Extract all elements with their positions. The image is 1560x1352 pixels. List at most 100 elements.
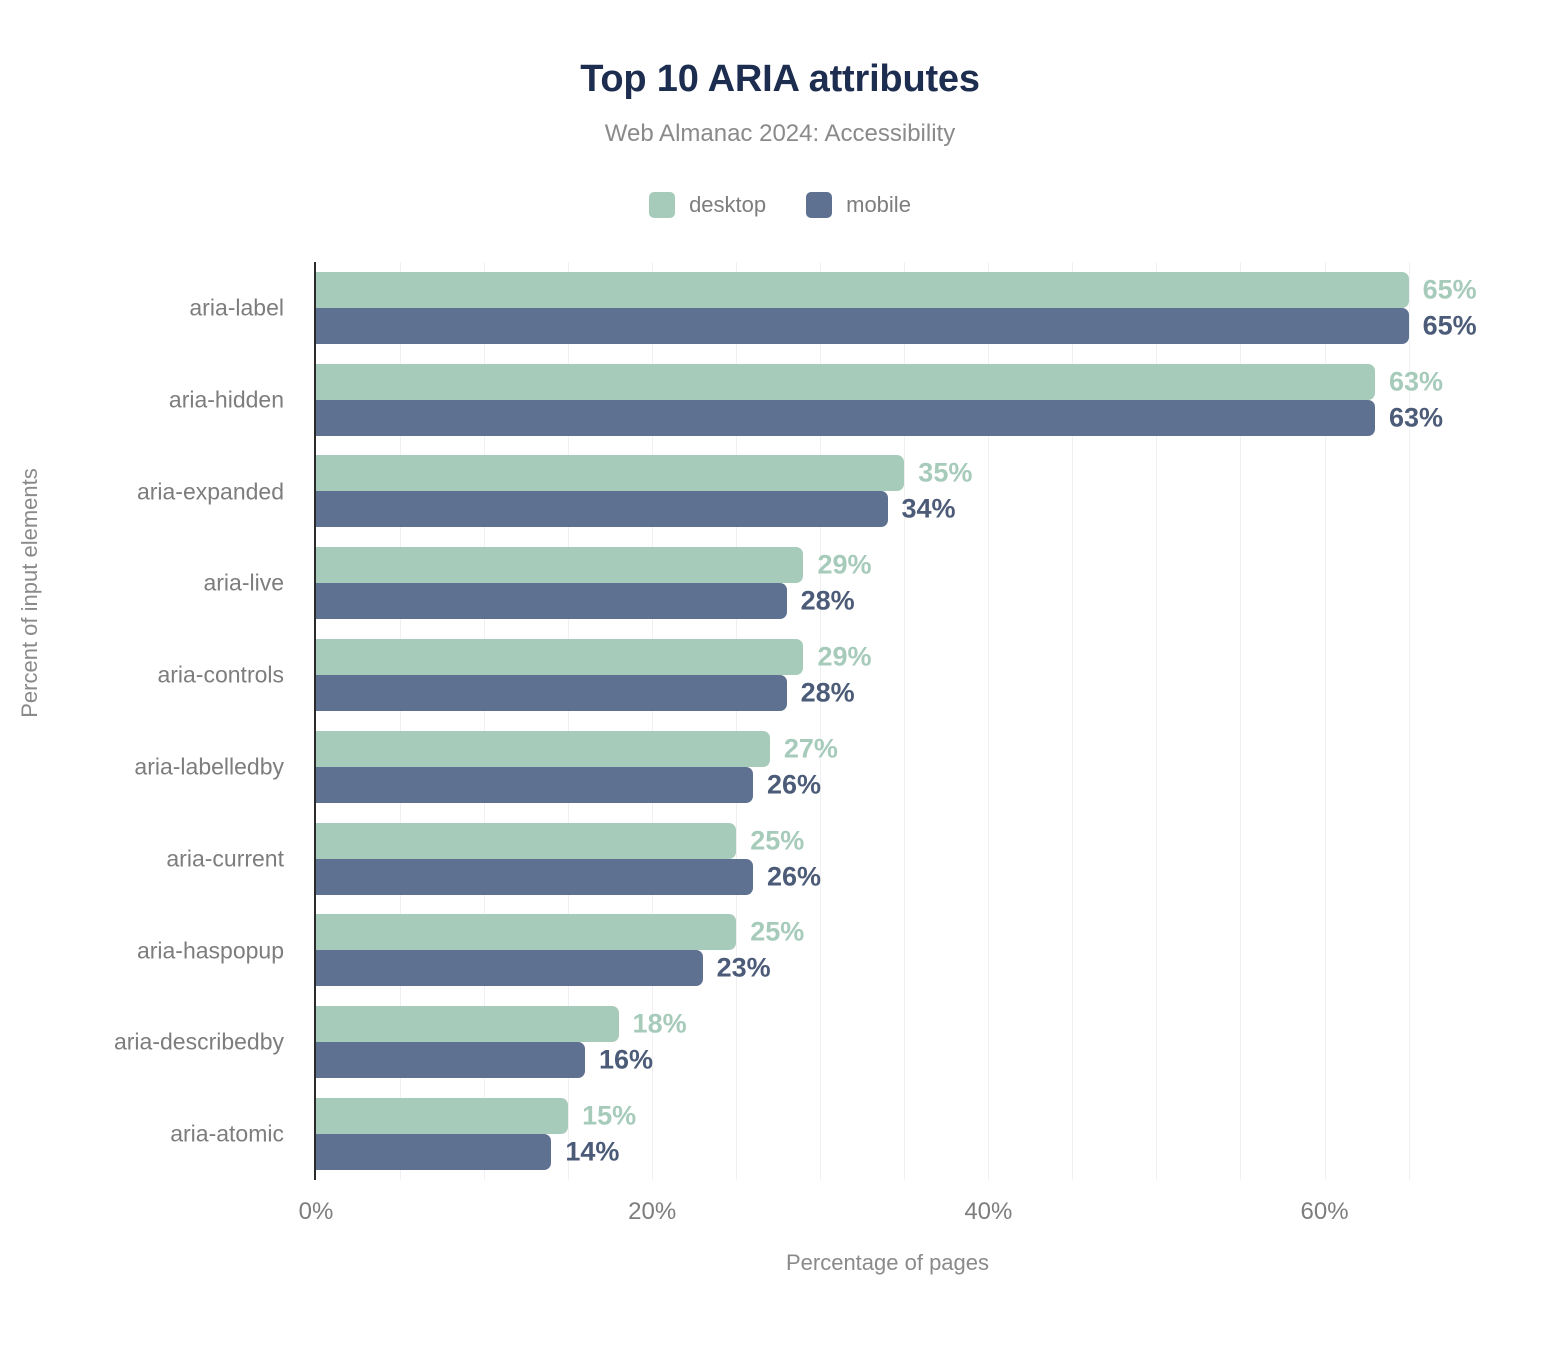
y-axis-tick-label: aria-controls [157,661,284,688]
bar-row: 16% [316,1042,1459,1079]
chart-legend: desktop mobile [0,192,1560,218]
x-axis-title: Percentage of pages [785,1250,990,1275]
chart-title: Top 10 ARIA attributes [580,58,980,100]
bar-row: 29% [316,547,1459,584]
bar-mobile-aria-hidden[interactable] [316,399,1375,436]
bar-value-label: 28% [800,585,855,616]
bar-row: 29% [316,639,1459,676]
bar-mobile-aria-labelledby[interactable] [316,766,754,803]
y-axis-tick-labels: aria-label aria-hidden aria-expanded aria-l… [0,262,300,1180]
bar-value-label: 29% [817,549,872,580]
bar-value-label: 63% [1388,402,1443,433]
gridline [1240,262,1242,1180]
bar-row: 26% [316,766,1459,803]
bar-mobile-aria-label[interactable] [316,307,1409,344]
bar-group: 65% 65% [316,262,1477,354]
gridline [1156,262,1158,1180]
bar-row: 15% [316,1098,1459,1135]
x-axis-tick-label: 0% [298,1198,334,1225]
gridline [736,262,738,1180]
legend-label: desktop [689,192,767,217]
y-axis-title: Percent of input elements [17,468,42,718]
bar-value-label: 27% [783,733,838,764]
bar-mobile-aria-controls[interactable] [316,675,787,712]
bar-value-label: 23% [716,952,771,983]
bar-value-label: 26% [767,861,822,892]
bar-group: 29% 28% [316,629,1459,721]
bar-group: 15% 14% [316,1088,1459,1180]
gridline [568,262,570,1180]
gridline [820,262,822,1180]
bar-group: 27% 26% [316,721,1459,813]
bar-value-label: 16% [598,1044,653,1075]
gridline [904,262,906,1180]
bar-desktop-aria-haspopup[interactable] [316,914,737,951]
gridline [1072,262,1074,1180]
y-axis-tick-label: aria-labelledby [134,753,284,780]
bar-desktop-aria-controls[interactable] [316,639,804,676]
bar-desktop-aria-label[interactable] [316,271,1409,308]
legend-item-mobile[interactable]: mobile [806,192,911,218]
bar-row: 14% [316,1134,1459,1171]
bar-group: 25% 26% [316,813,1459,905]
x-axis-tick-label: 40% [964,1198,1013,1225]
bar-row: 26% [316,858,1459,895]
bar-desktop-aria-live[interactable] [316,547,804,584]
x-axis-tick-label: 60% [1300,1198,1349,1225]
bar-mobile-aria-haspopup[interactable] [316,950,703,987]
bar-row: 23% [316,950,1459,987]
y-axis-line [314,262,316,1180]
y-axis-tick-label: aria-current [166,845,284,872]
gridline [652,262,654,1180]
bar-desktop-aria-atomic[interactable] [316,1098,569,1135]
bar-row: 28% [316,675,1459,712]
y-axis-tick-label: aria-describedby [113,1028,284,1055]
bar-value-label: 28% [800,677,855,708]
bar-value-label: 34% [901,493,956,524]
bar-value-label: 25% [750,916,805,947]
legend-item-desktop[interactable]: desktop [649,192,766,218]
bar-value-label: 15% [582,1100,637,1131]
bar-mobile-aria-expanded[interactable] [316,491,888,528]
gridline [1324,262,1326,1180]
bar-value-label: 26% [767,769,822,800]
legend-swatch-desktop [649,192,676,218]
bar-desktop-aria-hidden[interactable] [316,363,1375,400]
bar-row: 63% [316,363,1459,400]
bar-value-label: 25% [750,825,805,856]
bar-row: 35% [316,455,1459,492]
y-axis-tick-label: aria-expanded [136,478,284,504]
bar-value-label: 14% [565,1136,620,1167]
bar-desktop-aria-describedby[interactable] [316,1006,619,1043]
bar-value-label: 65% [1422,274,1477,305]
gridline [988,262,990,1180]
bar-value-label: 65% [1422,310,1477,341]
bar-value-label: 18% [632,1008,687,1039]
bar-row: 34% [316,491,1459,528]
bar-row: 25% [316,914,1459,951]
bar-value-label: 29% [817,641,872,672]
bar-mobile-aria-describedby[interactable] [316,1042,585,1079]
bar-row: 65% [316,307,1477,344]
bar-group: 63% 63% [316,354,1459,446]
x-axis-tick-label: 20% [628,1198,677,1225]
bar-group: 35% 34% [316,446,1459,538]
y-axis-tick-label: aria-live [203,569,284,596]
bar-row: 63% [316,399,1459,436]
legend-swatch-mobile [806,192,833,218]
bar-row: 65% [316,271,1477,308]
bar-desktop-aria-current[interactable] [316,822,737,859]
bar-mobile-aria-live[interactable] [316,583,787,620]
bar-mobile-aria-atomic[interactable] [316,1134,552,1171]
bar-desktop-aria-labelledby[interactable] [316,730,770,767]
bar-row: 18% [316,1006,1459,1043]
bar-desktop-aria-expanded[interactable] [316,455,905,492]
gridline [484,262,486,1180]
bar-group: 29% 28% [316,537,1459,629]
bar-mobile-aria-current[interactable] [316,858,754,895]
bar-group: 18% 16% [316,996,1459,1088]
gridline [1408,262,1410,1180]
y-axis-tick-label: aria-atomic [170,1120,284,1147]
bar-row: 27% [316,730,1459,767]
